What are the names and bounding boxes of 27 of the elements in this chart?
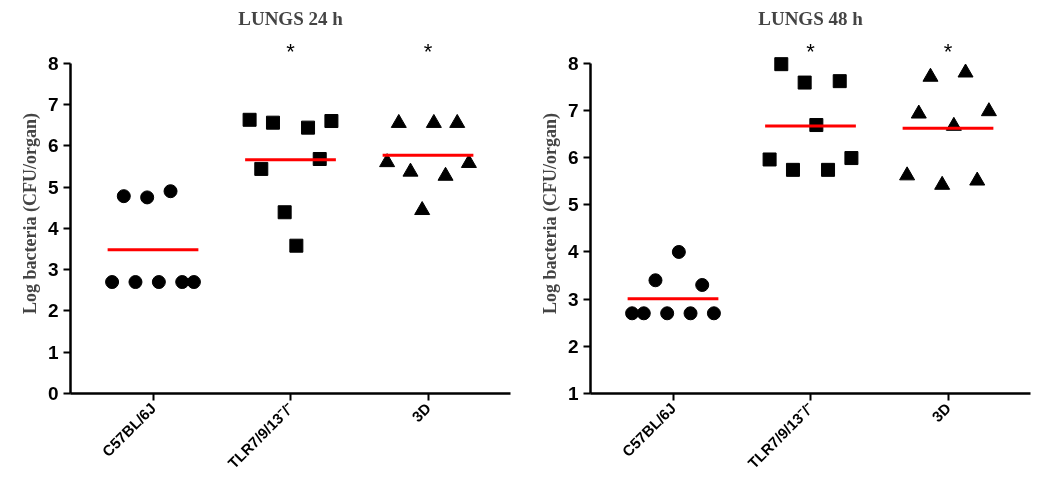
y-tick-label: 0	[47, 383, 59, 404]
annotation: *	[943, 39, 953, 65]
y-tick-label: 1	[567, 383, 579, 404]
y-tick-label: 3	[567, 288, 579, 310]
y-tick-label: 2	[47, 300, 59, 322]
x-tick-label: 3D	[408, 399, 435, 426]
y-tick-label: 1	[47, 341, 59, 363]
y-tick-label: 7	[47, 94, 59, 116]
y-tick-label: 8	[47, 52, 59, 74]
chart-title: LUNGS 48 h	[758, 7, 864, 29]
y-tick-label: 3	[47, 259, 59, 281]
y-tick-label: 8	[567, 52, 579, 74]
y-tick-label: 2	[567, 335, 579, 357]
y-axis-title: Log bacteria (CFU/organ)	[19, 113, 41, 314]
y-tick-label: 4	[567, 241, 579, 263]
y-tick-label: 5	[47, 176, 59, 198]
y-tick-label: 6	[47, 135, 59, 157]
chart-title: LUNGS 24 h	[238, 7, 344, 29]
annotation: *	[806, 39, 816, 65]
annotation: *	[423, 39, 433, 65]
y-tick-label: 6	[567, 147, 579, 169]
y-tick-label: 4	[47, 217, 59, 239]
y-axis-title: Log bacteria (CFU/organ)	[539, 113, 561, 314]
y-tick-label: 5	[567, 194, 579, 216]
y-tick-label: 7	[567, 99, 579, 121]
x-tick-label: 3D	[928, 399, 955, 426]
annotation: *	[286, 39, 296, 65]
